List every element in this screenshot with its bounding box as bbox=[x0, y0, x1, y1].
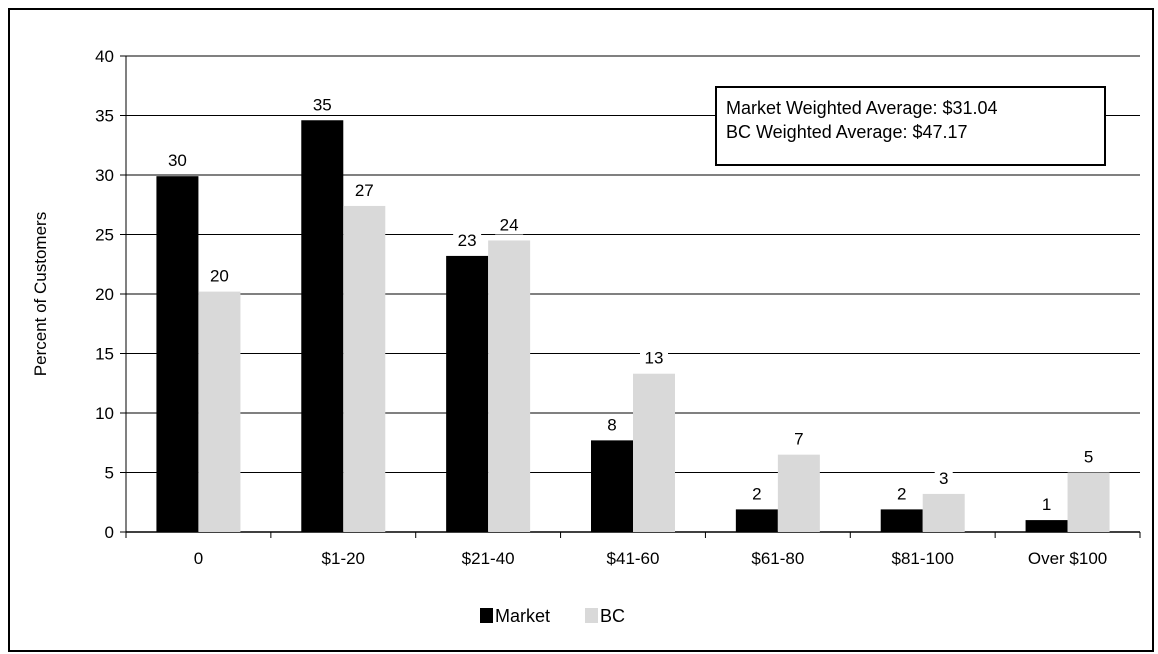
data-label: 27 bbox=[355, 181, 374, 200]
data-label: 35 bbox=[313, 95, 332, 114]
legend-swatch-bc bbox=[585, 608, 598, 623]
data-label-bg bbox=[308, 95, 337, 115]
data-label-bg bbox=[453, 230, 482, 250]
data-label: 23 bbox=[458, 231, 477, 250]
bar-market bbox=[156, 176, 199, 532]
data-label-bg bbox=[640, 348, 668, 368]
y-axis-title: Percent of Customers bbox=[31, 212, 50, 376]
bar-market bbox=[735, 509, 778, 532]
bar-market bbox=[1025, 520, 1068, 532]
bar-bc bbox=[488, 240, 531, 532]
bar-bc bbox=[633, 373, 675, 532]
y-tick-label: 0 bbox=[105, 523, 114, 542]
data-label: 13 bbox=[645, 349, 664, 368]
data-label-bg bbox=[934, 468, 953, 488]
weighted-average-box: Market Weighted Average: $31.04 BC Weigh… bbox=[715, 86, 1106, 166]
legend-swatch-market bbox=[480, 608, 493, 623]
x-category-label: $1-20 bbox=[322, 549, 365, 568]
data-label-bg bbox=[163, 151, 192, 171]
data-label: 20 bbox=[210, 267, 229, 286]
x-category-label: $41-60 bbox=[607, 549, 660, 568]
data-label-bg bbox=[1079, 447, 1098, 467]
data-label-bg bbox=[205, 266, 234, 286]
data-label: 30 bbox=[168, 151, 187, 170]
bar-market bbox=[880, 509, 923, 532]
data-label-bg bbox=[495, 215, 524, 235]
data-label-bg bbox=[747, 484, 766, 504]
data-label: 2 bbox=[752, 484, 761, 503]
data-label-bg bbox=[789, 429, 808, 449]
data-label: 7 bbox=[794, 430, 803, 449]
x-category-label: $61-80 bbox=[751, 549, 804, 568]
y-tick-label: 35 bbox=[95, 107, 114, 126]
y-tick-label: 10 bbox=[95, 404, 114, 423]
y-tick-label: 30 bbox=[95, 166, 114, 185]
data-label: 3 bbox=[939, 469, 948, 488]
bar-market bbox=[446, 255, 489, 533]
y-tick-label: 20 bbox=[95, 285, 114, 304]
x-category-label: $21-40 bbox=[462, 549, 515, 568]
bar-bc bbox=[343, 205, 386, 532]
bar-bc bbox=[777, 454, 820, 532]
legend-label: BC bbox=[600, 606, 625, 626]
bc-weighted-average: BC Weighted Average: $47.17 bbox=[726, 122, 968, 142]
legend-label: Market bbox=[495, 606, 550, 626]
x-category-label: 0 bbox=[194, 549, 203, 568]
data-label-bg bbox=[1037, 495, 1056, 515]
bar-bc bbox=[922, 493, 965, 532]
data-label: 8 bbox=[607, 415, 616, 434]
bar-market bbox=[301, 120, 344, 532]
bar-market bbox=[591, 440, 633, 532]
data-label-bg bbox=[603, 415, 621, 435]
bar-bc bbox=[198, 291, 241, 532]
data-label: 5 bbox=[1084, 448, 1093, 467]
x-category-label: Over $100 bbox=[1028, 549, 1107, 568]
y-tick-label: 40 bbox=[95, 47, 114, 66]
data-label: 24 bbox=[500, 215, 519, 234]
data-label: 1 bbox=[1042, 495, 1051, 514]
bar-bc bbox=[1067, 472, 1110, 532]
y-tick-label: 25 bbox=[95, 226, 114, 245]
market-weighted-average: Market Weighted Average: $31.04 bbox=[726, 98, 998, 118]
chart-frame: 0 5 10 15 20 25 30 35 40 30 20 0 35 27 $1-20 23 24 $21-40… bbox=[8, 8, 1154, 652]
data-label-bg bbox=[350, 180, 379, 200]
y-tick-label: 5 bbox=[105, 464, 114, 483]
x-category-label: $81-100 bbox=[892, 549, 954, 568]
data-label-bg bbox=[892, 484, 911, 504]
y-tick-label: 15 bbox=[95, 345, 114, 364]
data-label: 2 bbox=[897, 484, 906, 503]
